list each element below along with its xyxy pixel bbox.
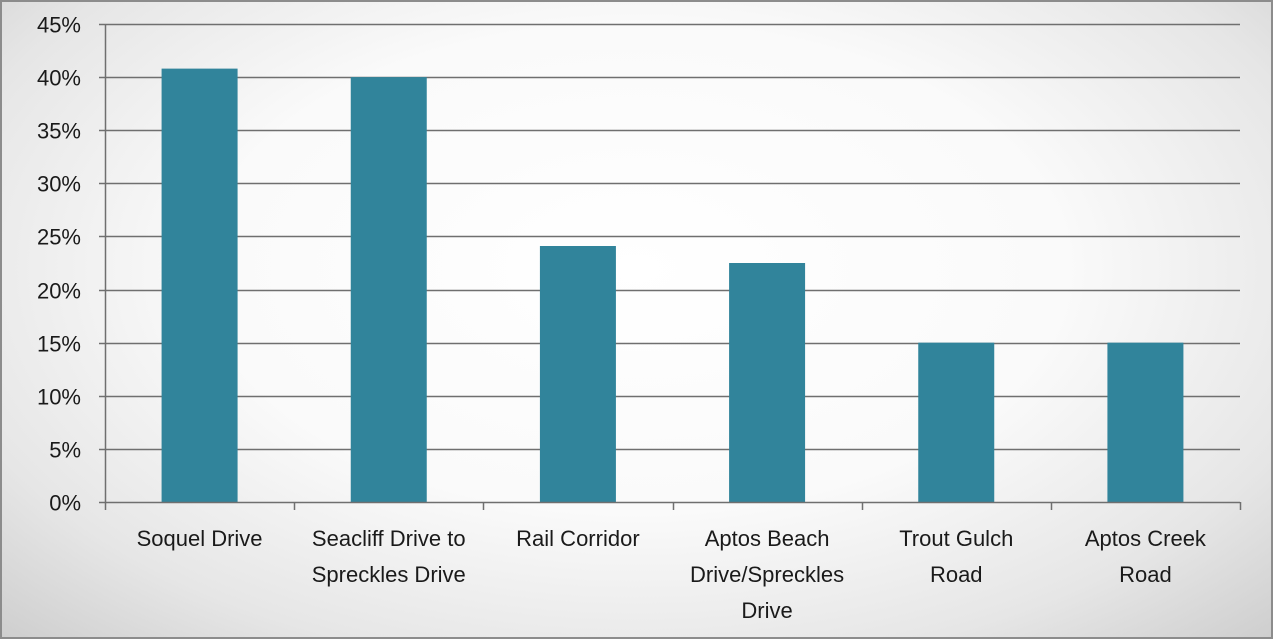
bar [1107,342,1184,502]
y-tick-label: 45% [37,13,81,38]
bar [539,246,616,502]
category-label: Rail Corridor [516,526,639,551]
bar [161,68,238,502]
y-tick-label: 0% [49,491,81,516]
y-tick-label: 35% [37,119,81,144]
category-label: Soquel Drive [137,526,263,551]
y-tick-label: 10% [37,385,81,410]
y-tick-label: 40% [37,66,81,91]
y-tick-label: 5% [49,438,81,463]
category-label: Aptos Beach Drive/Spreckles Drive [690,526,844,623]
category-label-line: Soquel Drive [137,526,263,551]
category-label-line: Spreckles Drive [312,562,466,587]
category-label-line: Drive [741,598,792,623]
category-label-line: Drive/Spreckles [690,562,844,587]
category-label-line: Trout Gulch [899,526,1013,551]
category-label: Aptos Creek Road [1085,526,1207,587]
category-label-line: Aptos Creek [1085,526,1207,551]
y-tick-label: 25% [37,225,81,250]
y-tick-label: 30% [37,172,81,197]
category-label: Seacliff Drive to Spreckles Drive [312,526,466,587]
bar [350,77,427,502]
category-label-line: Rail Corridor [516,526,639,551]
category-label-line: Road [1119,562,1172,587]
category-label: Trout Gulch Road [899,526,1013,587]
category-label-line: Seacliff Drive to [312,526,466,551]
category-label-line: Road [930,562,983,587]
y-tick-label: 20% [37,279,81,304]
bar [729,263,806,502]
bar [918,342,995,502]
category-label-line: Aptos Beach [705,526,830,551]
y-tick-label: 15% [37,332,81,357]
